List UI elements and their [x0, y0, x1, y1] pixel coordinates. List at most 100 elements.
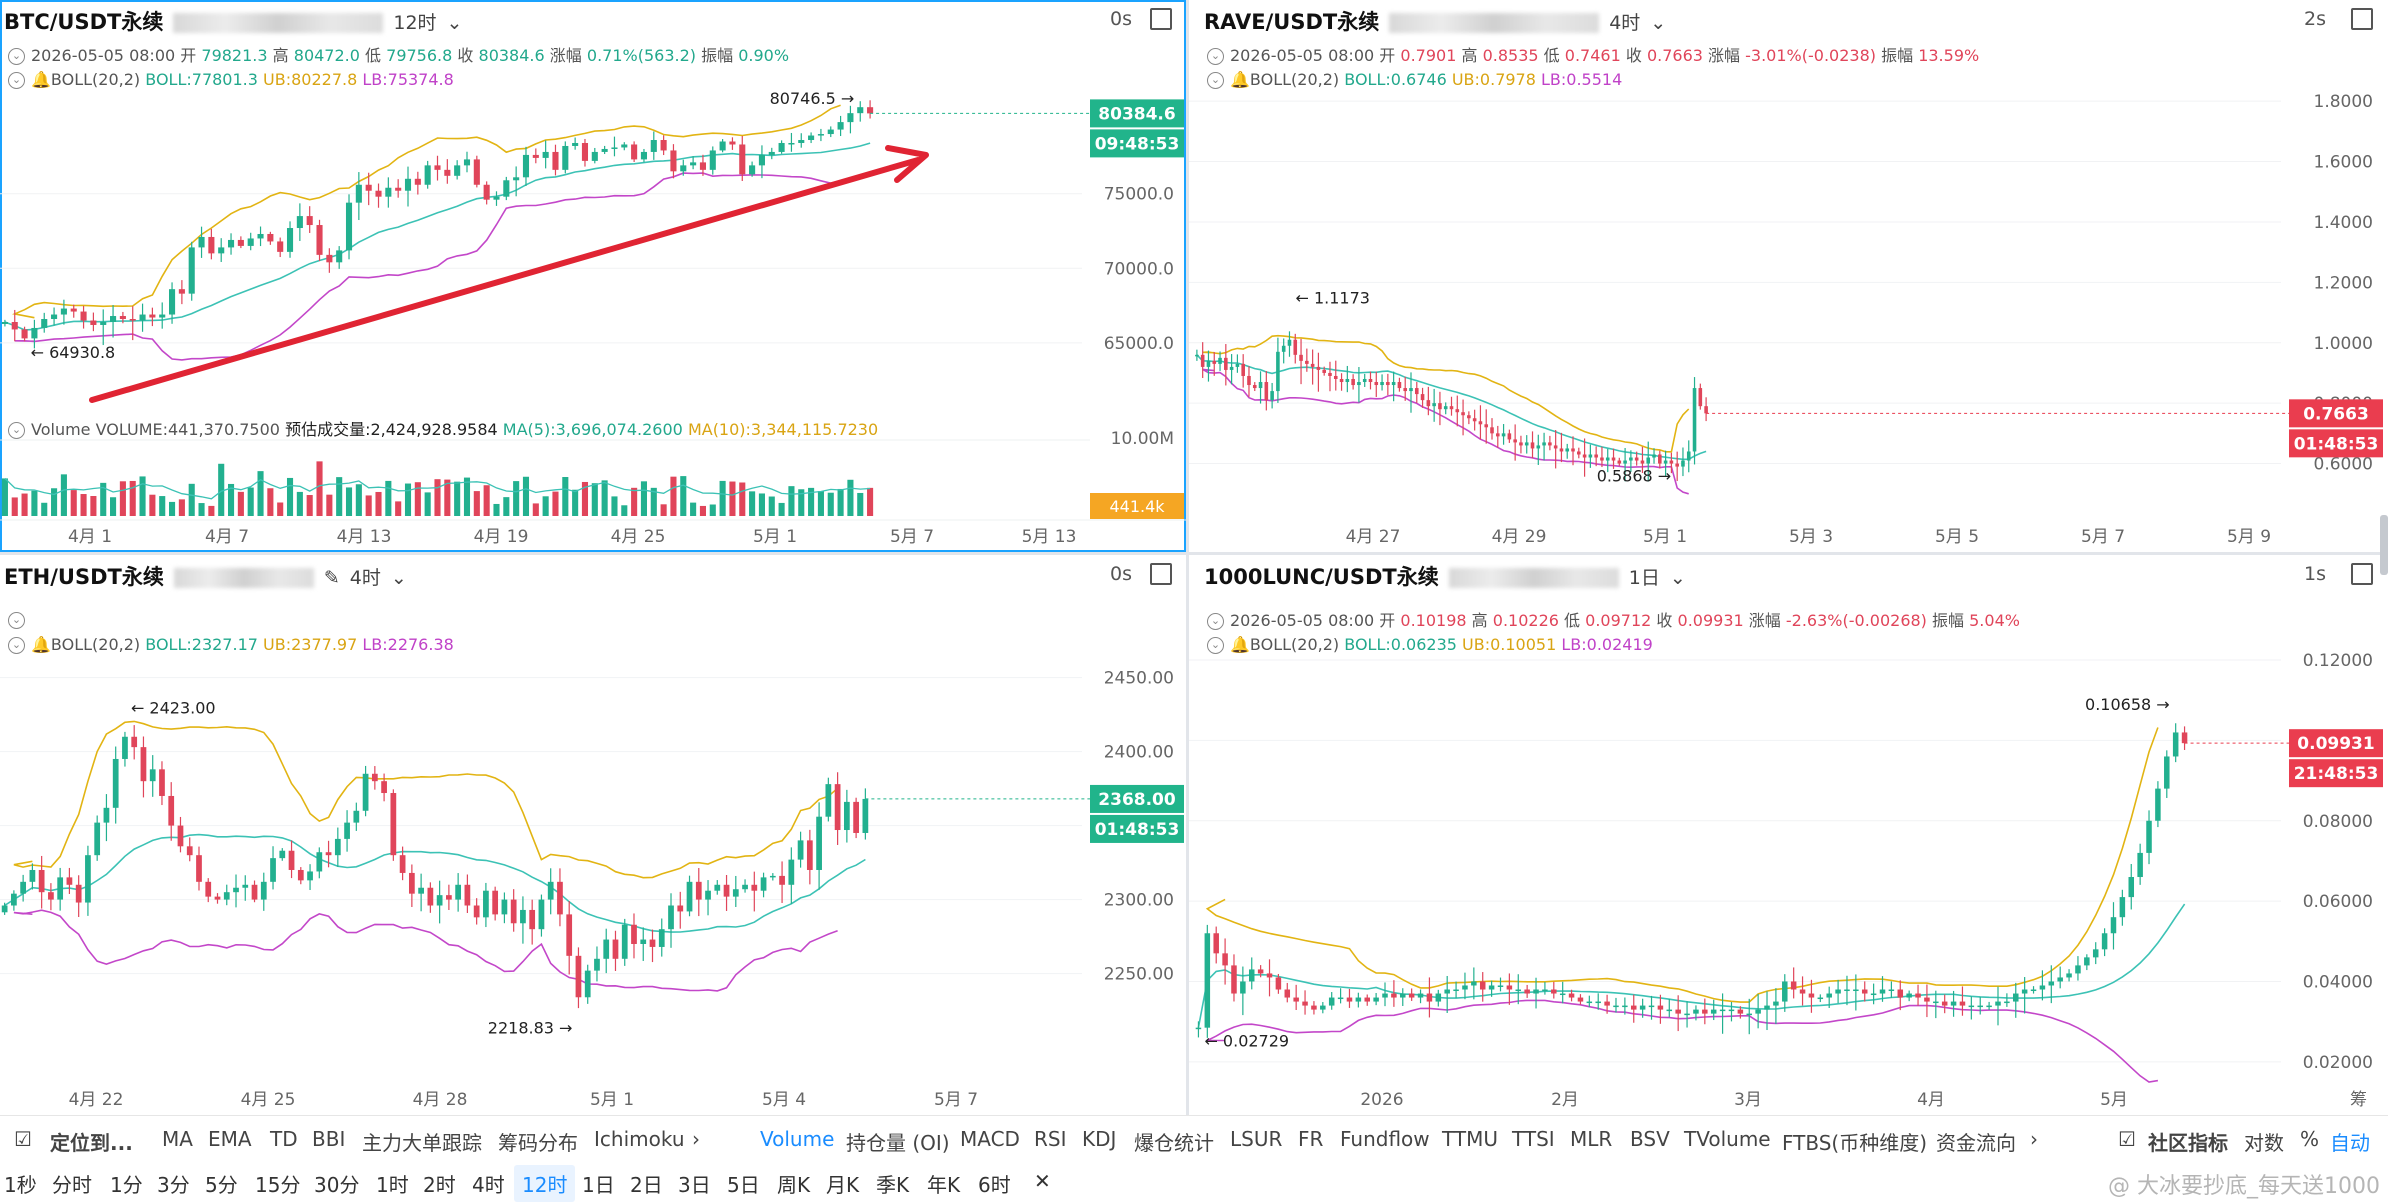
percent-scale-toggle[interactable]: %: [2300, 1127, 2320, 1151]
interval-1d[interactable]: 1日: [582, 1173, 615, 1197]
interval-5d[interactable]: 5日: [727, 1173, 760, 1197]
expand-icon[interactable]: [2351, 8, 2373, 30]
sub-indicator-ftbs[interactable]: FTBS(币种维度): [1782, 1131, 1928, 1155]
candle-body: [257, 233, 264, 239]
bell-icon[interactable]: 🔔: [1230, 635, 1250, 654]
collapse-icon[interactable]: ⌄: [1207, 637, 1224, 654]
sub-indicator-fund-direction[interactable]: 资金流向: [1936, 1131, 2016, 1155]
sub-indicator-lsur[interactable]: LSUR: [1230, 1127, 1283, 1151]
side-panel-handle[interactable]: [2380, 515, 2388, 575]
sub-indicator-mlr[interactable]: MLR: [1570, 1127, 1613, 1151]
calendar-icon[interactable]: ☑: [14, 1127, 32, 1151]
rave-symbol[interactable]: RAVE/USDT永续: [1204, 10, 1380, 34]
interval-timeline[interactable]: 分时: [52, 1173, 92, 1197]
bell-icon[interactable]: 🔔: [31, 70, 51, 89]
horizontal-divider[interactable]: [0, 552, 2388, 555]
rave-timeframe[interactable]: 4时: [1609, 12, 1641, 34]
sub-indicator-oi[interactable]: 持仓量 (OI): [846, 1131, 950, 1155]
interval-12h[interactable]: 12时: [514, 1165, 576, 1202]
sub-indicator-macd[interactable]: MACD: [960, 1127, 1020, 1151]
log-scale-toggle[interactable]: 对数: [2244, 1131, 2284, 1155]
sub-indicator-volume[interactable]: Volume: [760, 1127, 835, 1151]
interval-15m[interactable]: 15分: [255, 1173, 301, 1197]
rave-title[interactable]: RAVE/USDT永续 4时 ⌄: [1204, 6, 1666, 36]
chevron-down-icon[interactable]: ⌄: [1669, 567, 1686, 589]
interval-month[interactable]: 月K: [826, 1173, 860, 1197]
expand-icon[interactable]: [1150, 563, 1172, 585]
sub-indicator-ttmu[interactable]: TTMU: [1442, 1127, 1498, 1151]
interval-5m[interactable]: 5分: [205, 1173, 238, 1197]
indicator-ema[interactable]: EMA: [208, 1127, 252, 1151]
lunc-title[interactable]: 1000LUNC/USDT永续 1日 ⌄: [1204, 561, 1686, 591]
expand-icon[interactable]: [2351, 563, 2373, 585]
btc-chart[interactable]: 65000.0 70000.0 75000.0 4月 1 4月 7 4月 13 4月 19 4…: [0, 0, 1186, 552]
chevron-down-icon[interactable]: ⌄: [390, 567, 407, 589]
sub-indicator-liq[interactable]: 爆仓统计: [1134, 1131, 1214, 1155]
sub-indicator-fr[interactable]: FR: [1298, 1127, 1324, 1151]
interval-week[interactable]: 周K: [777, 1173, 811, 1197]
collapse-icon[interactable]: ⌄: [8, 72, 25, 89]
chevron-right-icon[interactable]: ›: [2030, 1127, 2038, 1151]
info-icon[interactable]: ⌄: [8, 48, 25, 65]
bell-icon[interactable]: 🔔: [31, 635, 51, 654]
info-icon[interactable]: ⌄: [1207, 613, 1224, 630]
indicator-ichimoku[interactable]: Ichimoku: [594, 1127, 685, 1151]
interval-quarter[interactable]: 季K: [876, 1173, 910, 1197]
indicator-bbi[interactable]: BBI: [312, 1127, 346, 1151]
vertical-divider[interactable]: [1186, 0, 1189, 1115]
interval-1h[interactable]: 1时: [376, 1173, 409, 1197]
interval-4h[interactable]: 4时: [472, 1173, 505, 1197]
community-icon[interactable]: ☑: [2118, 1127, 2136, 1151]
chevron-down-icon[interactable]: ⌄: [446, 12, 463, 34]
community-indicator-button[interactable]: 社区指标: [2148, 1131, 2228, 1155]
eth-title[interactable]: ETH/USDT永续 ✎ 4时 ⌄: [4, 561, 407, 591]
interval-1s[interactable]: 1秒: [4, 1173, 37, 1197]
btc-title[interactable]: BTC/USDT永续 12时 ⌄: [4, 6, 462, 36]
sub-indicator-fundflow[interactable]: Fundflow: [1340, 1127, 1430, 1151]
interval-2h[interactable]: 2时: [423, 1173, 456, 1197]
btc-panel[interactable]: 65000.0 70000.0 75000.0 4月 1 4月 7 4月 13 4月 19 4…: [0, 0, 1186, 552]
interval-2d[interactable]: 2日: [630, 1173, 663, 1197]
collapse-icon[interactable]: ⌄: [8, 637, 25, 654]
interval-1m[interactable]: 1分: [110, 1173, 143, 1197]
sub-indicator-kdj[interactable]: KDJ: [1082, 1127, 1117, 1151]
indicator-chip[interactable]: 筹码分布: [498, 1131, 578, 1155]
lunc-timeframe[interactable]: 1日: [1628, 567, 1660, 589]
interval-3d[interactable]: 3日: [678, 1173, 711, 1197]
expand-icon[interactable]: [1150, 8, 1172, 30]
eth-timeframe[interactable]: 4时: [349, 567, 381, 589]
locate-button[interactable]: 定位到...: [50, 1131, 133, 1155]
bell-icon[interactable]: 🔔: [1230, 70, 1250, 89]
interval-3m[interactable]: 3分: [157, 1173, 190, 1197]
sub-indicator-bsv[interactable]: BSV: [1630, 1127, 1670, 1151]
interval-30m[interactable]: 30分: [314, 1173, 360, 1197]
rave-chart[interactable]: 0.60000.80001.00001.20001.40001.60001.80…: [1189, 0, 2388, 552]
chevron-down-icon[interactable]: ⌄: [1650, 12, 1667, 34]
edit-icon[interactable]: ✎: [323, 567, 340, 589]
rave-panel[interactable]: 0.60000.80001.00001.20001.40001.60001.80…: [1189, 0, 2388, 552]
auto-scale-toggle[interactable]: 自动: [2330, 1131, 2370, 1155]
info-icon[interactable]: ⌄: [1207, 48, 1224, 65]
candle-body: [1488, 985, 1495, 990]
info-icon[interactable]: ⌄: [8, 612, 25, 629]
sub-indicator-ttsi[interactable]: TTSI: [1512, 1127, 1555, 1151]
sub-indicator-rsi[interactable]: RSI: [1034, 1127, 1067, 1151]
btc-timeframe[interactable]: 12时: [393, 12, 437, 34]
interval-6h[interactable]: 6时: [978, 1173, 1011, 1197]
indicator-main-order[interactable]: 主力大单跟踪: [362, 1131, 482, 1155]
eth-symbol[interactable]: ETH/USDT永续: [4, 565, 164, 589]
indicator-ma[interactable]: MA: [162, 1127, 193, 1151]
collapse-icon[interactable]: ⌄: [8, 422, 25, 439]
sub-indicator-tvolume[interactable]: TVolume: [1684, 1127, 1771, 1151]
btc-symbol[interactable]: BTC/USDT永续: [4, 10, 164, 34]
chevron-right-icon[interactable]: ›: [692, 1127, 700, 1151]
lunc-panel[interactable]: 0.020000.040000.060000.080000.100000.120…: [1189, 555, 2388, 1115]
close-icon[interactable]: ✕: [1034, 1169, 1051, 1193]
indicator-td[interactable]: TD: [270, 1127, 298, 1151]
collapse-icon[interactable]: ⌄: [1207, 72, 1224, 89]
lunc-symbol[interactable]: 1000LUNC/USDT永续: [1204, 565, 1439, 589]
interval-year[interactable]: 年K: [927, 1173, 961, 1197]
lunc-chart[interactable]: 0.020000.040000.060000.080000.100000.120…: [1189, 555, 2388, 1115]
